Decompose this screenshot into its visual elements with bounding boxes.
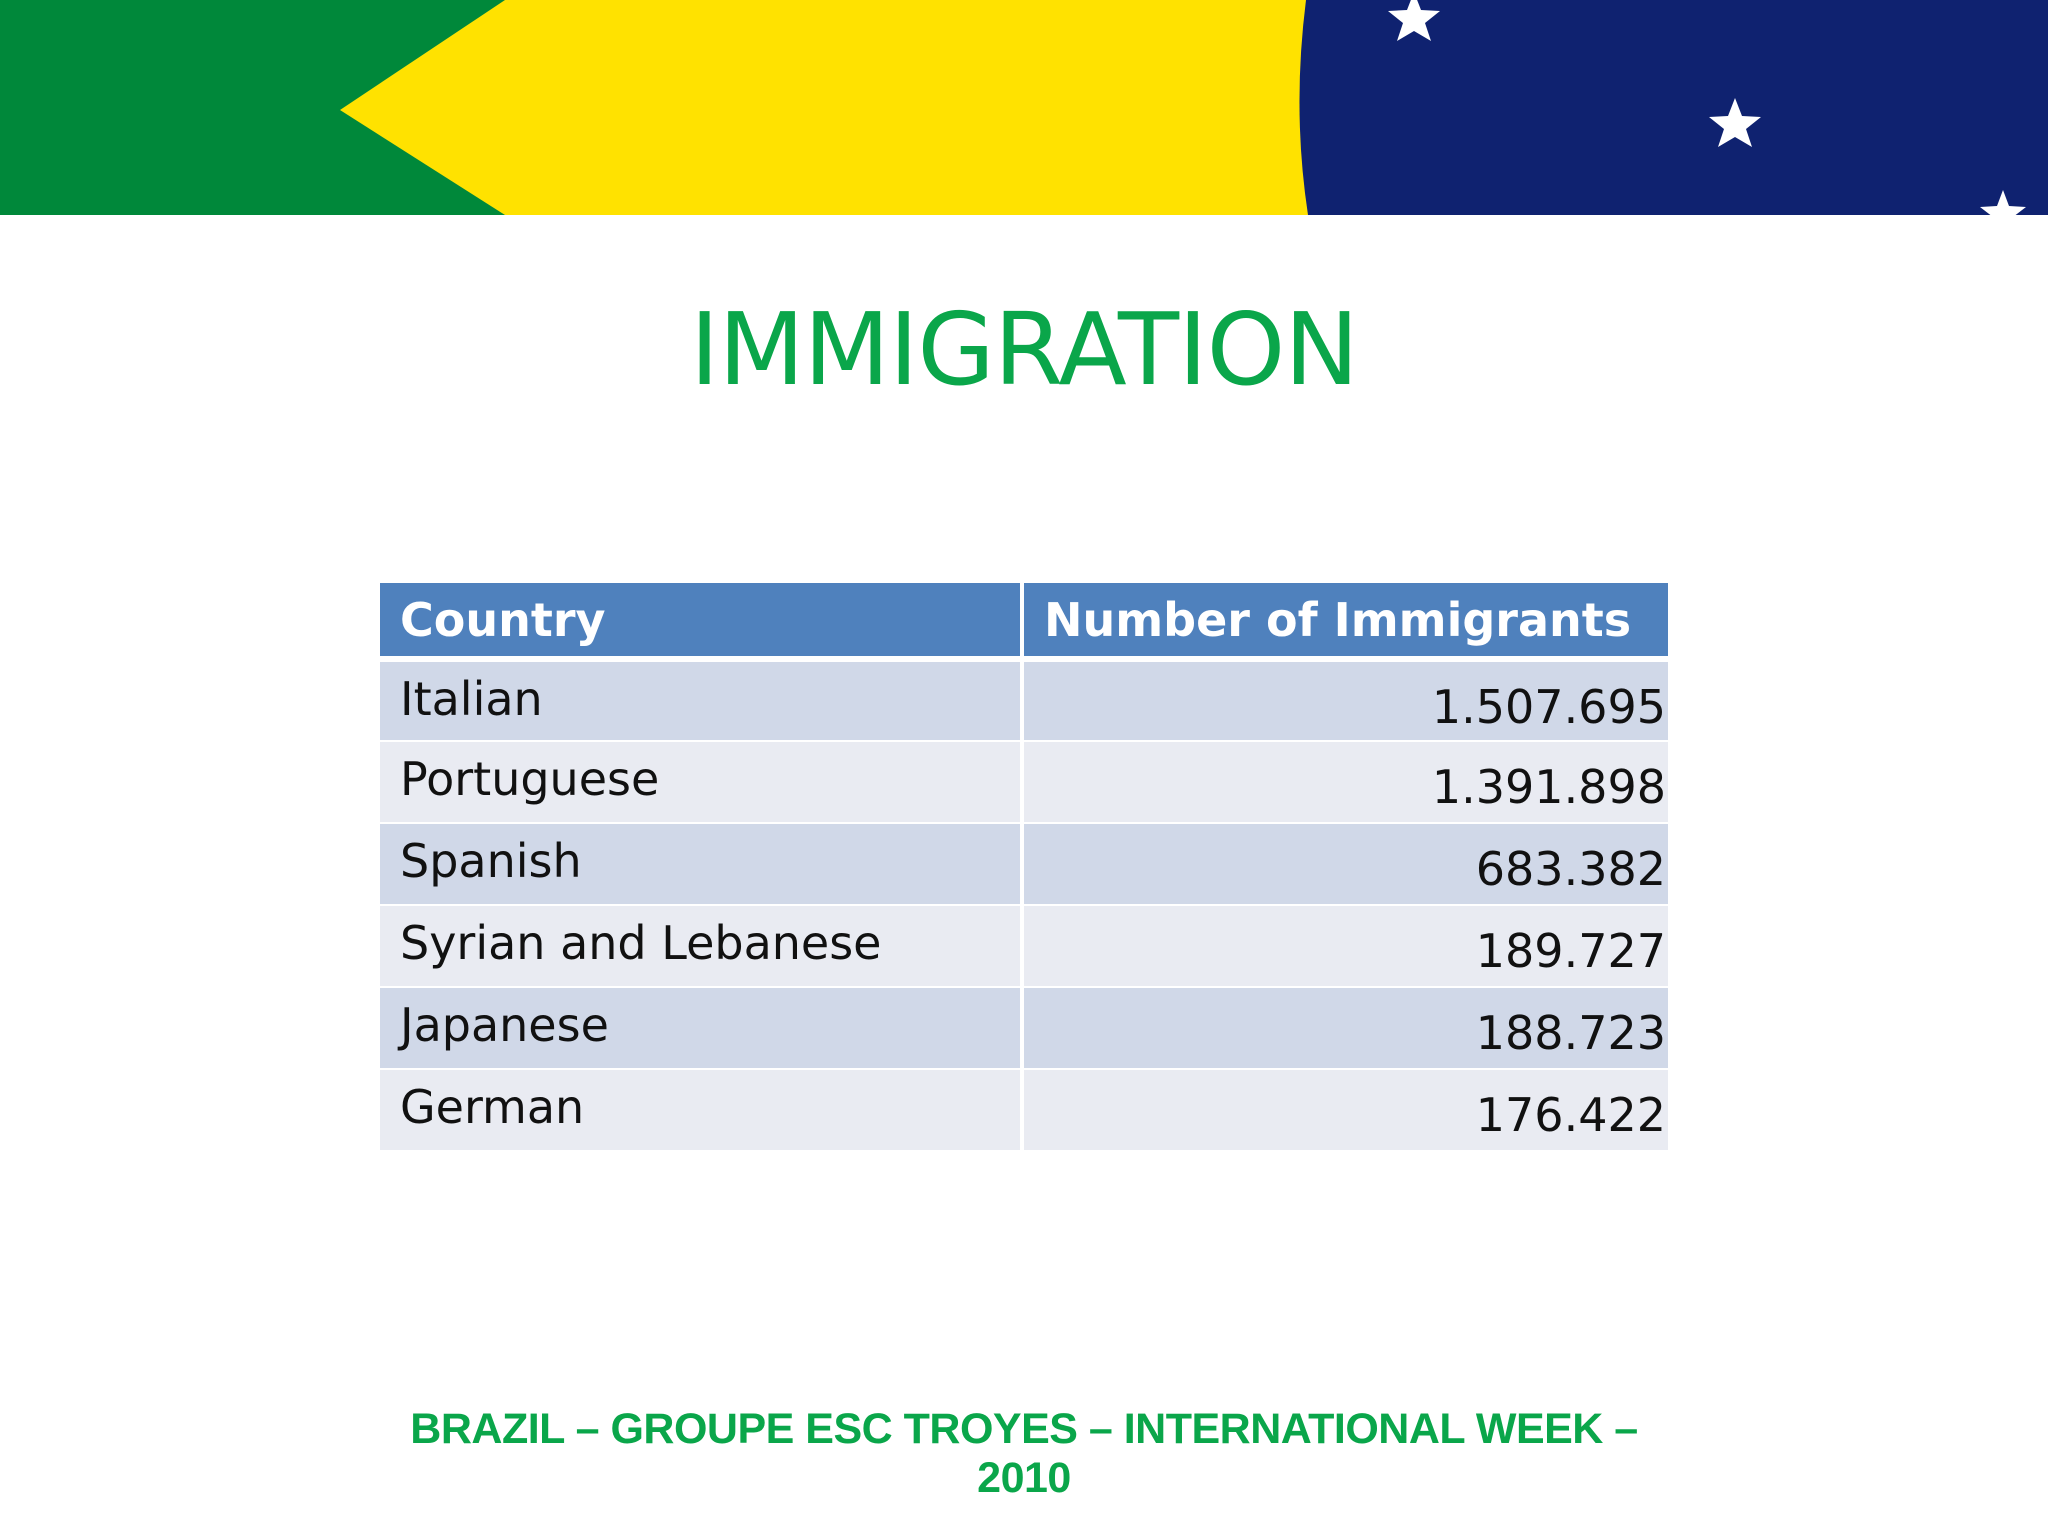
cell-country: Syrian and Lebanese: [380, 905, 1024, 988]
cell-country: Italian: [380, 659, 1024, 742]
cell-number: 176.422: [1022, 1069, 1668, 1152]
flag-blue-globe: [1299, 0, 2048, 215]
cell-number: 1.507.695: [1022, 659, 1668, 742]
brazil-flag-banner: [0, 0, 2048, 215]
table-body: Italian 1.507.695 Portuguese 1.391.898 S…: [380, 659, 1668, 1152]
star-icon: [1980, 190, 2026, 215]
table-header-row: Country Number of Immigrants: [380, 583, 1668, 662]
table-row: German 176.422: [380, 1069, 1668, 1152]
table-row: Italian 1.507.695: [380, 659, 1668, 742]
star-icon: [1388, 0, 1440, 41]
cell-number: 683.382: [1022, 823, 1668, 906]
cell-country: Portuguese: [380, 741, 1024, 824]
cell-country: Japanese: [380, 987, 1024, 1070]
table-row: Portuguese 1.391.898: [380, 741, 1668, 824]
immigration-table: Country Number of Immigrants Italian 1.5…: [380, 583, 1668, 1152]
header-number-of-immigrants: Number of Immigrants: [1022, 583, 1668, 662]
slide-footer: BRAZIL – GROUPE ESC TROYES – INTERNATION…: [410, 1405, 1638, 1502]
header-country: Country: [380, 583, 1024, 662]
table-row: Spanish 683.382: [380, 823, 1668, 906]
cell-country: Spanish: [380, 823, 1024, 906]
cell-number: 188.723: [1022, 987, 1668, 1070]
table-row: Japanese 188.723: [380, 987, 1668, 1070]
cell-number: 189.727: [1022, 905, 1668, 988]
cell-number: 1.391.898: [1022, 741, 1668, 824]
table-row: Syrian and Lebanese 189.727: [380, 905, 1668, 988]
slide-title: IMMIGRATION: [689, 291, 1359, 408]
flag-yellow-rhombus: [340, 0, 1400, 215]
star-icon: [1709, 98, 1761, 147]
cell-country: German: [380, 1069, 1024, 1152]
